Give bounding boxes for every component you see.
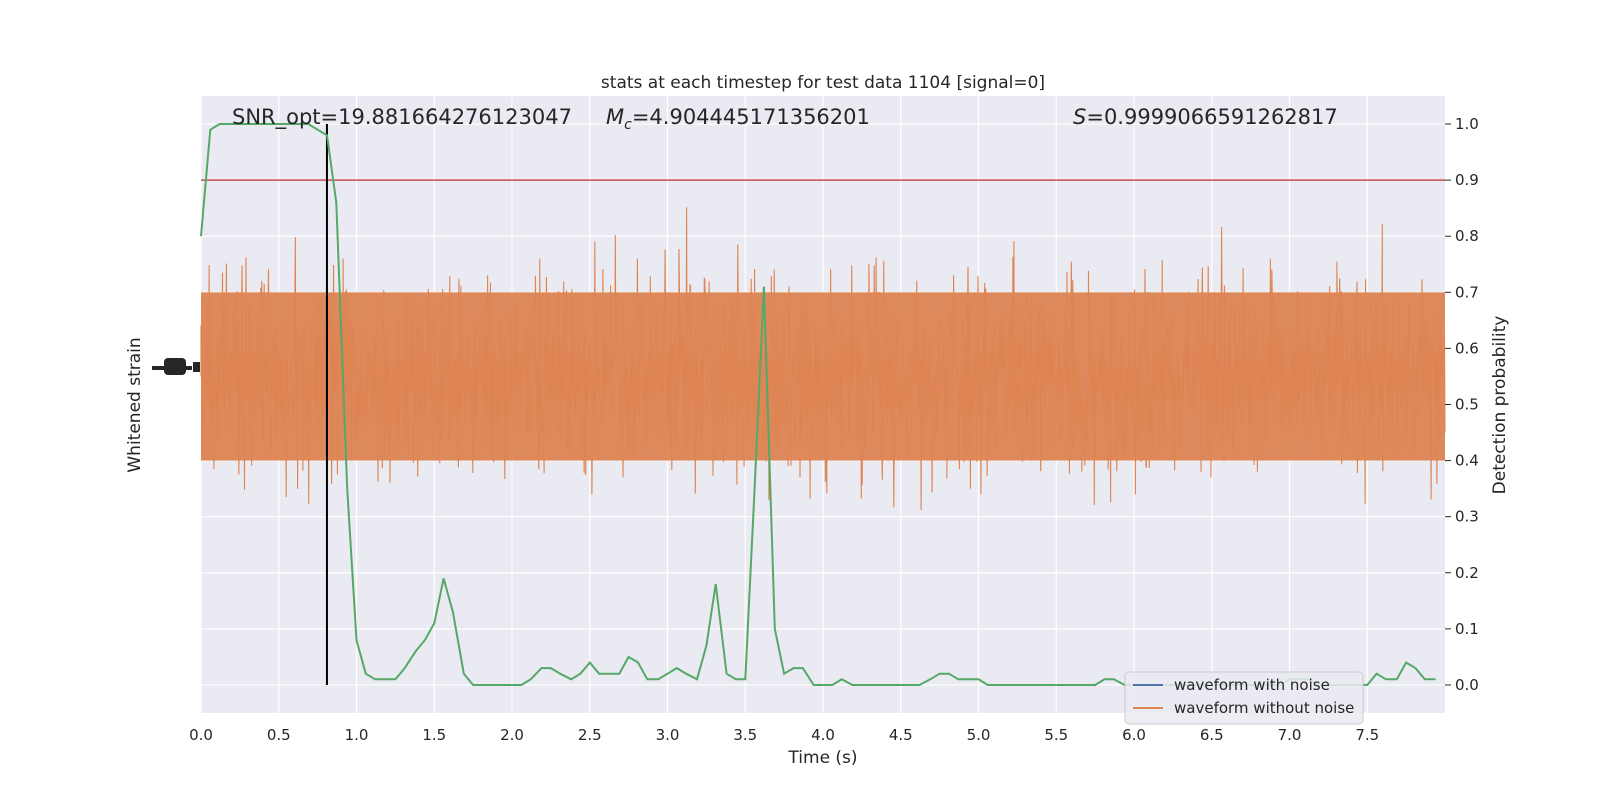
- y-tick-label: 0.8: [1455, 227, 1479, 245]
- chirp-mass-symbol: M: [606, 105, 624, 129]
- score-value: =0.9999066591262817: [1086, 105, 1337, 129]
- chirp-mass-subscript: c: [624, 117, 632, 133]
- y-tick-label: 0.0: [1455, 676, 1479, 694]
- x-tick-label: 5.5: [1044, 726, 1068, 744]
- chirp-mass-value: =4.904445171356201: [632, 105, 870, 129]
- y-tick-label: 0.7: [1455, 283, 1479, 301]
- x-tick-label: 3.5: [733, 726, 757, 744]
- y-tick-label: 0.6: [1455, 339, 1479, 357]
- x-axis-label: Time (s): [787, 748, 857, 768]
- y-tick-labels: 0.0 0.1 0.2 0.3 0.4 0.5 0.6 0.7 0.8 0.9 1.0: [1445, 115, 1479, 694]
- x-tick-label: 5.0: [967, 726, 991, 744]
- y-axis-label-right: Detection probability: [1490, 316, 1510, 495]
- y-tick-label: 0.3: [1455, 508, 1479, 526]
- x-tick-label: 0.0: [189, 726, 213, 744]
- chart-title: stats at each timestep for test data 110…: [601, 73, 1045, 93]
- legend-label-with-noise: waveform with noise: [1174, 676, 1330, 694]
- y-tick-label: 0.9: [1455, 171, 1479, 189]
- x-tick-label: 2.5: [578, 726, 602, 744]
- left-axis-collapsed-ticks: [152, 358, 200, 375]
- waveform-without-noise-band: [201, 292, 1445, 461]
- x-tick-label: 1.5: [422, 726, 446, 744]
- x-tick-labels: 0.0 0.5 1.0 1.5 2.0 2.5 3.0 3.5 4.0 4.5 5.0 5.5 6.0 6…: [189, 726, 1379, 744]
- x-tick-label: 4.0: [811, 726, 835, 744]
- x-tick-label: 3.0: [656, 726, 680, 744]
- x-tick-label: 6.5: [1200, 726, 1224, 744]
- snr-annotation: SNR_opt=19.881664276123047: [232, 105, 572, 130]
- x-tick-label: 4.5: [889, 726, 913, 744]
- legend: waveform with noise waveform without noi…: [1124, 671, 1364, 725]
- y-tick-label: 0.4: [1455, 452, 1479, 470]
- y-tick-label: 0.1: [1455, 620, 1479, 638]
- y-tick-label: 0.2: [1455, 564, 1479, 582]
- waveform-without-noise-line: [200, 207, 1446, 511]
- y-tick-label: 1.0: [1455, 115, 1479, 133]
- legend-box: [1124, 671, 1364, 725]
- chirp-mass-annotation: Mc=4.904445171356201: [606, 105, 870, 133]
- x-tick-label: 0.5: [267, 726, 291, 744]
- score-annotation: S=0.9999066591262817: [1073, 105, 1338, 129]
- x-tick-label: 1.0: [345, 726, 369, 744]
- y-axis-label-left: Whitened strain: [125, 337, 145, 472]
- x-tick-label: 6.0: [1122, 726, 1146, 744]
- y-tick-label: 0.5: [1455, 396, 1479, 414]
- x-tick-label: 2.0: [500, 726, 524, 744]
- score-symbol: S: [1073, 105, 1086, 129]
- legend-label-without-noise: waveform without noise: [1174, 699, 1354, 717]
- x-tick-label: 7.5: [1355, 726, 1379, 744]
- x-tick-label: 7.0: [1278, 726, 1302, 744]
